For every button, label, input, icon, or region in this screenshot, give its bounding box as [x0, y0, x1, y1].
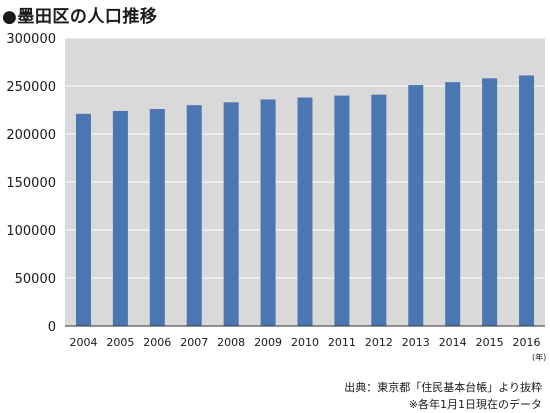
y-tick-label: 0	[48, 320, 56, 335]
x-tick-label: 2011	[328, 336, 356, 349]
date-note: ※各年1月1日現在のデータ	[408, 398, 542, 411]
bar-2007	[186, 105, 202, 326]
y-tick-label: 150000	[6, 176, 56, 191]
bar-2011	[334, 95, 350, 326]
y-tick-label: 250000	[6, 80, 56, 95]
bar-2008	[223, 102, 239, 326]
bar-2009	[260, 99, 276, 326]
x-tick-label: 2016	[513, 336, 541, 349]
x-tick-label: 2004	[69, 336, 97, 349]
bar-2015	[482, 78, 498, 326]
x-tick-label: 2010	[291, 336, 319, 349]
y-axis-ticks: 0 50000 100000 150000 200000 250000 300000	[6, 32, 56, 335]
x-tick-label: 2009	[254, 336, 282, 349]
y-tick-label: 300000	[6, 32, 56, 47]
x-tick-label: 2015	[476, 336, 504, 349]
x-tick-label: 2014	[439, 336, 467, 349]
x-tick-label: 2008	[217, 336, 245, 349]
chart-title: ●墨田区の人口推移	[2, 7, 158, 27]
y-tick-label: 200000	[6, 128, 56, 143]
bar-2006	[149, 109, 165, 326]
x-axis-unit-label: (年)	[532, 352, 546, 362]
bar-2016	[519, 75, 535, 326]
x-tick-label: 2006	[143, 336, 171, 349]
x-tick-label: 2013	[402, 336, 430, 349]
x-tick-label: 2007	[180, 336, 208, 349]
bar-2013	[408, 85, 424, 326]
bar-2005	[112, 110, 128, 327]
bar-2012	[371, 94, 387, 326]
y-tick-label: 100000	[6, 224, 56, 239]
bars	[75, 75, 535, 327]
x-tick-label: 2012	[365, 336, 393, 349]
bar-2014	[445, 82, 461, 326]
bar-2010	[297, 97, 313, 327]
x-axis-ticks: 2004 2005 2006 2007 2008 2009 2010 2011 2012 2013…	[69, 336, 540, 349]
bar-2004	[75, 113, 91, 326]
y-tick-label: 50000	[15, 272, 56, 287]
source-note: 出典：東京都「住民基本台帳」より抜粋	[344, 381, 542, 394]
x-tick-label: 2005	[106, 336, 134, 349]
